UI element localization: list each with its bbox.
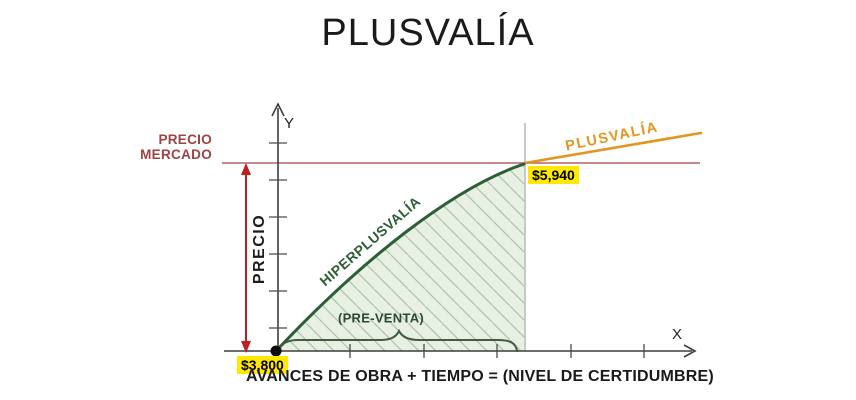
y-axis-arrow-icon <box>271 102 285 117</box>
plusvalia-line <box>523 131 703 165</box>
x-axis <box>224 344 697 358</box>
y-axis-ticks <box>269 142 287 329</box>
preventa-label: (PRE-VENTA) <box>337 310 425 326</box>
y-axis <box>269 102 287 351</box>
price-axis-label: PRECIO <box>251 213 268 285</box>
hyperplusvalia-curve <box>275 162 526 352</box>
price-range-arrow <box>241 163 251 353</box>
x-axis-caption: AVANCES DE OBRA + TIEMPO = (NIVEL DE CER… <box>246 368 714 385</box>
x-axis-arrow-icon <box>683 344 697 358</box>
x-axis-ticks <box>349 344 645 358</box>
y-axis-label: Y <box>284 115 295 132</box>
preventa-brace <box>277 328 518 352</box>
page-title: PLUSVALÍA <box>321 12 535 54</box>
origin-point <box>270 345 282 357</box>
x-axis-label: X <box>672 326 683 343</box>
arrow-down-icon <box>241 341 251 353</box>
arrow-up-icon <box>241 163 251 175</box>
market-price-value-badge: $5,940 <box>528 166 579 184</box>
start-price-value-badge: $3,800 <box>237 356 288 374</box>
market-price-label: PRECIO MERCADO <box>140 132 212 162</box>
preventa-area <box>277 164 524 351</box>
